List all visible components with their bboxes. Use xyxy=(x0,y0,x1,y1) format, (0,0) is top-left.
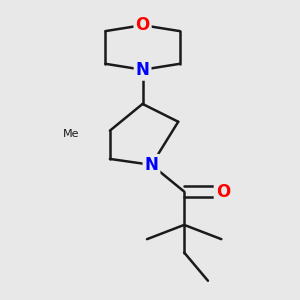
Text: Me: Me xyxy=(63,129,80,139)
Text: O: O xyxy=(135,16,150,34)
Text: N: N xyxy=(136,61,149,79)
Text: N: N xyxy=(145,156,158,174)
Text: O: O xyxy=(216,183,230,201)
